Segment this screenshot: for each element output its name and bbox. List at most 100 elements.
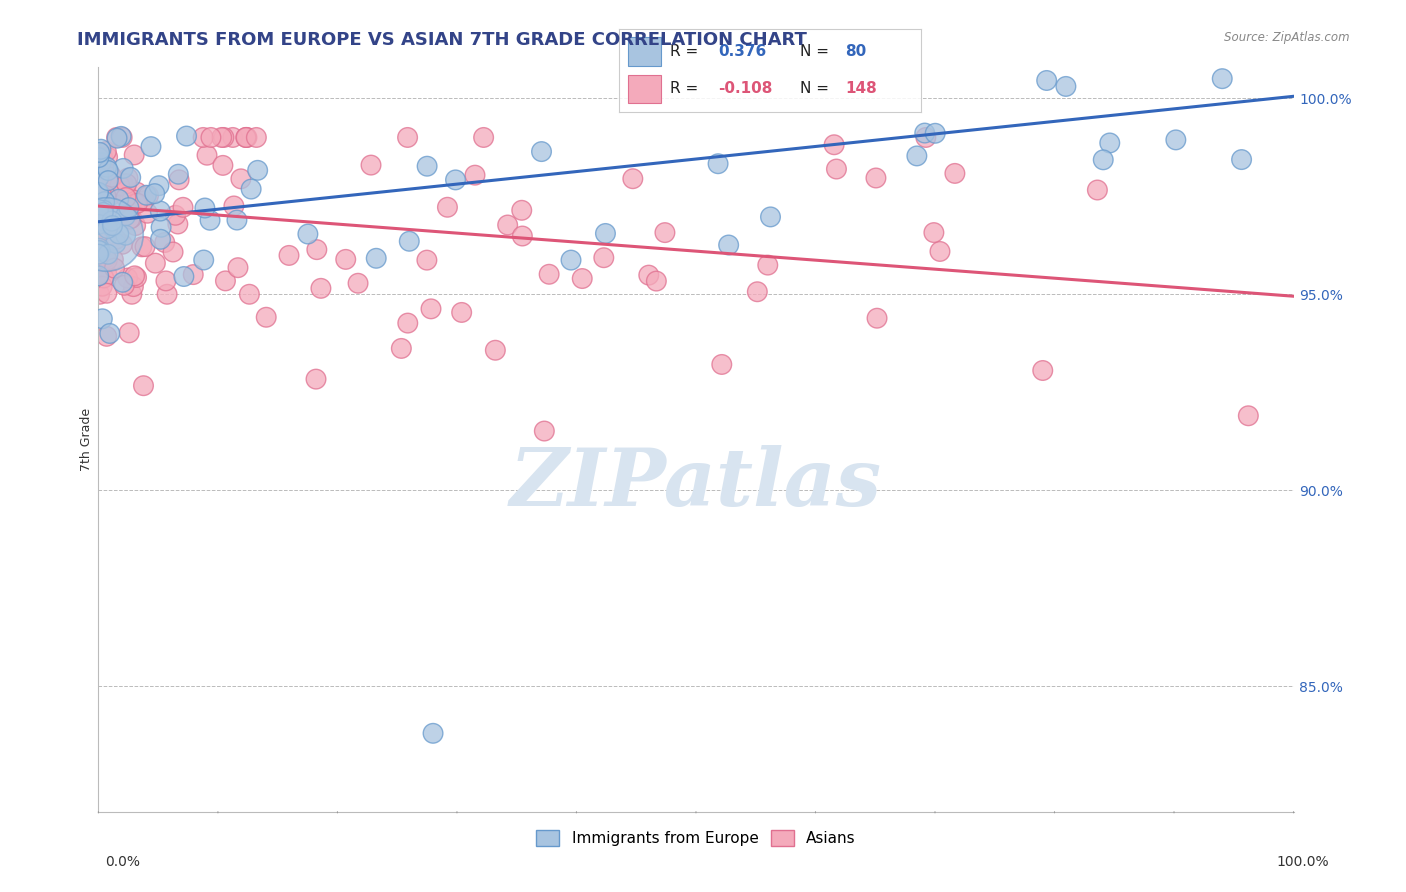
Point — [87, 244, 110, 258]
Text: 100.0%: 100.0% — [1277, 855, 1329, 869]
Point — [122, 279, 145, 293]
Point — [98, 167, 121, 181]
Text: Source: ZipAtlas.com: Source: ZipAtlas.com — [1225, 31, 1350, 45]
Point — [96, 253, 118, 268]
Point — [101, 170, 124, 185]
Point — [112, 179, 135, 194]
Point — [389, 342, 412, 356]
Text: 80: 80 — [845, 44, 866, 59]
Point — [592, 251, 614, 265]
Point — [156, 287, 179, 301]
Point — [112, 278, 135, 293]
Text: 148: 148 — [845, 81, 877, 96]
Point — [91, 205, 114, 219]
Point — [125, 196, 148, 211]
Point — [118, 326, 141, 340]
Point — [571, 271, 593, 285]
Point — [101, 220, 124, 235]
Point — [200, 130, 222, 145]
Point — [96, 329, 118, 343]
Point — [212, 158, 235, 172]
Point — [472, 130, 495, 145]
Point — [654, 226, 676, 240]
Point — [198, 213, 221, 227]
Point — [97, 163, 120, 178]
Point — [420, 301, 443, 316]
Point — [87, 169, 110, 183]
Point — [229, 171, 252, 186]
Point — [87, 187, 110, 202]
Point — [1237, 409, 1260, 423]
Point — [235, 130, 257, 145]
Point — [211, 130, 233, 145]
Legend: Immigrants from Europe, Asians: Immigrants from Europe, Asians — [530, 823, 862, 853]
Point — [105, 130, 128, 145]
Point — [747, 285, 769, 299]
Point — [94, 244, 117, 259]
Point — [943, 166, 966, 180]
Point — [110, 129, 132, 144]
Point — [226, 213, 249, 227]
Point — [710, 358, 733, 372]
Point — [167, 167, 190, 181]
Point — [111, 237, 134, 252]
Point — [595, 227, 617, 241]
Point — [1164, 133, 1187, 147]
Point — [1032, 363, 1054, 377]
Point — [114, 209, 136, 223]
Point — [305, 372, 328, 386]
Point — [98, 326, 121, 341]
Point — [756, 258, 779, 272]
Point — [100, 188, 122, 202]
Point — [150, 220, 173, 235]
Point — [89, 170, 111, 185]
Point — [121, 193, 143, 207]
Point — [91, 213, 114, 227]
Point — [1087, 183, 1109, 197]
Point — [93, 194, 115, 209]
Point — [107, 192, 129, 206]
Point — [212, 130, 235, 145]
Point — [759, 210, 782, 224]
Text: N =: N = — [800, 44, 834, 59]
Point — [297, 227, 319, 241]
Point — [825, 162, 848, 177]
Point — [115, 177, 138, 191]
Point — [131, 240, 153, 254]
Point — [96, 221, 118, 235]
Point — [717, 238, 740, 252]
Point — [1092, 153, 1115, 167]
Point — [155, 274, 177, 288]
Point — [89, 241, 111, 255]
Point — [89, 190, 111, 204]
Point — [138, 188, 160, 202]
Point — [105, 232, 128, 246]
Text: IMMIGRANTS FROM EUROPE VS ASIAN 7TH GRADE CORRELATION CHART: IMMIGRANTS FROM EUROPE VS ASIAN 7TH GRAD… — [77, 31, 807, 49]
Text: ZIPatlas: ZIPatlas — [510, 445, 882, 523]
Point — [87, 188, 110, 202]
Point — [91, 161, 114, 175]
Text: N =: N = — [800, 81, 834, 96]
Point — [101, 219, 124, 233]
Point — [90, 210, 112, 224]
Point — [132, 378, 155, 392]
Point — [118, 212, 141, 227]
Point — [134, 240, 156, 254]
Point — [222, 130, 245, 145]
Point — [153, 235, 176, 250]
Point — [121, 211, 143, 226]
Point — [117, 171, 139, 186]
Point — [194, 201, 217, 215]
Point — [96, 214, 118, 228]
Point — [87, 267, 110, 281]
Point — [246, 163, 269, 178]
Point — [278, 248, 301, 262]
Text: -0.108: -0.108 — [718, 81, 773, 96]
Point — [335, 252, 357, 267]
Point — [181, 268, 204, 282]
Point — [104, 236, 127, 251]
Point — [173, 269, 195, 284]
Point — [222, 199, 245, 213]
Text: 0.0%: 0.0% — [105, 855, 141, 869]
Point — [114, 184, 136, 198]
